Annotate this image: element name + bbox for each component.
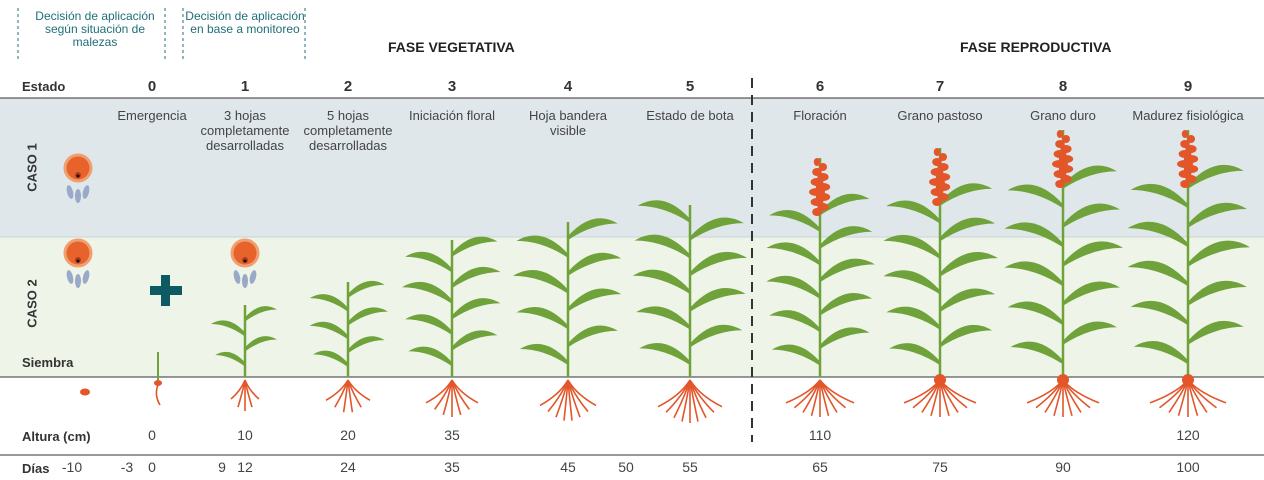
root (674, 380, 690, 418)
decision-label: Decisión de aplicación en base a monitor… (180, 10, 310, 36)
height-value: 120 (1168, 428, 1208, 443)
days-label: Días (22, 461, 49, 476)
stage-number: 1 (225, 79, 265, 94)
sprayer-icon (232, 240, 258, 288)
grain-cluster (1055, 180, 1065, 188)
roots (540, 380, 596, 421)
grain-cluster (812, 208, 822, 216)
height-value: 10 (225, 428, 265, 443)
stage-number: 5 (670, 79, 710, 94)
day-value: 45 (548, 460, 588, 475)
stage-name: Floración (764, 108, 876, 123)
day-value: 55 (670, 460, 710, 475)
grain-cluster (1180, 180, 1190, 188)
root (156, 385, 160, 405)
infographic: Decisión de aplicación según situación d… (0, 0, 1264, 480)
stage-name: 5 hojas completamente desarrolladas (292, 108, 404, 153)
grain-cluster (1182, 130, 1188, 138)
day-value: 90 (1043, 460, 1083, 475)
sowing-label: Siembra (22, 355, 73, 370)
height-value: 110 (800, 428, 840, 443)
stage-name: Estado de bota (634, 108, 746, 123)
stage-number: 0 (132, 79, 172, 94)
grain-cluster (934, 148, 940, 156)
sprayer-icon (65, 155, 91, 203)
day-value: 75 (920, 460, 960, 475)
spray-drop (75, 274, 81, 288)
spray-drop (75, 189, 81, 203)
plus-bar (161, 275, 170, 306)
day-value: 12 (225, 460, 265, 475)
stage-number: 9 (1168, 79, 1208, 94)
case-label: CASO 2 (25, 274, 40, 334)
day-value: 24 (328, 460, 368, 475)
height-value: 35 (432, 428, 472, 443)
roots (658, 380, 722, 423)
stage-number: 4 (548, 79, 588, 94)
roots (231, 380, 259, 411)
grain-cluster (814, 158, 820, 166)
state-label: Estado (22, 79, 65, 94)
stage-number: 7 (920, 79, 960, 94)
spray-drop (242, 274, 248, 288)
sprayer-icon (65, 240, 91, 288)
stage-name: 3 hojas completamente desarrolladas (189, 108, 301, 153)
root-crown (1182, 374, 1194, 386)
stage-name: Grano pastoso (884, 108, 996, 123)
grain-cluster (1057, 130, 1063, 138)
case-label: CASO 1 (25, 138, 40, 198)
day-value: 65 (800, 460, 840, 475)
stage-name: Madurez fisiológica (1132, 108, 1244, 123)
root-crown (934, 374, 946, 386)
stage-number: 6 (800, 79, 840, 94)
decision-label: Decisión de aplicación según situación d… (30, 10, 160, 49)
root (803, 380, 820, 412)
height-value: 0 (132, 428, 172, 443)
sprayer-tip (244, 260, 247, 263)
day-value: 35 (432, 460, 472, 475)
day-value: 0 (132, 460, 172, 475)
stage-number: 3 (432, 79, 472, 94)
grain-cluster (932, 198, 942, 206)
seed (80, 389, 90, 396)
artwork (0, 0, 1264, 480)
phase-label: FASE REPRODUCTIVA (960, 40, 1111, 55)
stage-number: 8 (1043, 79, 1083, 94)
day-value: -10 (52, 460, 92, 475)
stage-number: 2 (328, 79, 368, 94)
sprayer-tip (77, 175, 80, 178)
root (238, 380, 245, 407)
stage-name: Hoja bandera visible (512, 108, 624, 138)
phase-label: FASE VEGETATIVA (388, 40, 515, 55)
roots (786, 380, 854, 417)
day-value: 100 (1168, 460, 1208, 475)
stage-name: Grano duro (1007, 108, 1119, 123)
height-value: 20 (328, 428, 368, 443)
roots (326, 380, 370, 412)
stage-name: Iniciación floral (396, 108, 508, 123)
sprayer-tip (77, 260, 80, 263)
day-value: 50 (606, 460, 646, 475)
height-label: Altura (cm) (22, 429, 91, 444)
roots (426, 380, 478, 417)
root-crown (1057, 374, 1069, 386)
